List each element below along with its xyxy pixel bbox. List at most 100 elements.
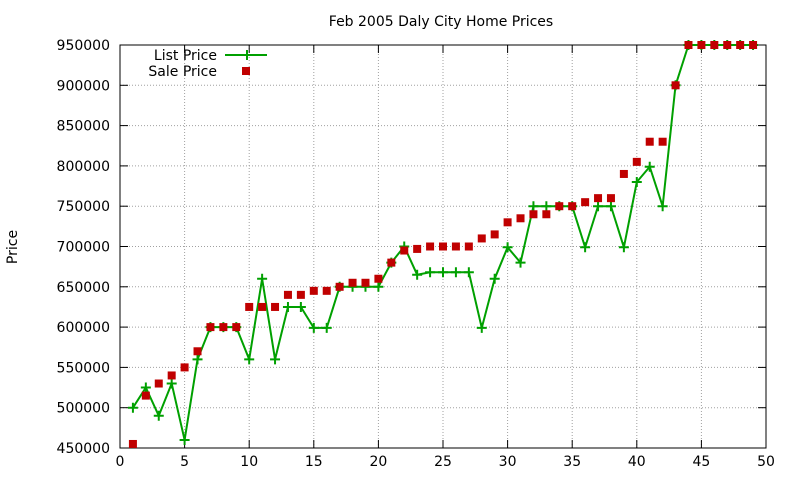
y-tick-label: 650000 [57,280,110,296]
y-tick-label: 450000 [57,441,110,457]
list-price-point [605,201,616,212]
list-price-point [644,161,655,172]
sale-price-point [167,371,176,380]
sale-price-point [658,137,667,146]
sale-price-point [464,242,473,251]
x-tick-label: 35 [563,454,581,470]
y-tick-label: 700000 [57,240,110,256]
list-price-point [179,434,190,445]
list-price-point [166,378,177,389]
list-price-point [657,201,668,212]
list-price-point [450,267,461,278]
sale-price-point [387,258,396,267]
list-price-point [192,354,203,365]
sale-price-point [581,198,590,207]
sale-price-point [374,274,383,283]
y-tick-label: 750000 [57,199,110,215]
list-price-point [425,267,436,278]
x-tick-label: 45 [692,454,710,470]
sale-price-point [283,290,292,299]
sale-price-point [516,214,525,223]
list-price-point [528,201,539,212]
sale-price-point [154,379,163,388]
sale-price-point [555,202,564,211]
x-tick-label: 50 [757,454,775,470]
list-price-point [308,322,319,333]
sale-price-point [723,41,732,49]
list-price-point [127,402,138,413]
legend-label-sale-price: Sale Price [148,64,217,80]
x-tick-label: 0 [116,454,125,470]
sale-price-point [180,363,189,372]
list-price-point [438,267,448,278]
sale-price-point [710,41,719,49]
sale-price-point [697,41,706,49]
list-price-point [489,273,500,284]
list-price-point [618,242,629,253]
sale-price-point [309,286,318,295]
sale-price-point [322,286,331,295]
chart-title: Feb 2005 Daly City Home Prices [329,14,553,30]
list-price-point [412,269,423,280]
list-price-point [270,354,281,365]
legend: List Price Sale Price [148,48,267,80]
y-tick-label: 950000 [57,38,110,54]
sale-price-point [232,323,241,332]
sale-price-point [684,41,693,49]
sale-price-point [141,391,150,400]
sale-price-point [451,242,460,251]
list-price-point [257,273,268,284]
list-price-point [140,382,151,393]
x-tick-label: 10 [240,454,258,470]
list-price-point [476,322,487,333]
x-tick-label: 30 [499,454,517,470]
list-price-point [373,281,384,292]
sale-price-point [503,218,512,227]
sale-price-point [426,242,435,251]
y-tick-label: 550000 [57,360,110,376]
legend-label-list-price: List Price [154,48,217,64]
sale-price-point [671,81,680,90]
sale-price-point [542,210,551,219]
y-tick-label: 900000 [57,78,110,94]
x-tick-label: 20 [369,454,387,470]
sale-price-point [619,169,628,178]
sale-price-point [568,202,577,211]
sale-price-point [645,137,654,146]
sale-price-point [219,323,228,332]
x-tick-label: 15 [305,454,323,470]
sale-price-point [400,246,409,255]
list-price-point [244,354,255,365]
list-price-point [580,242,591,253]
sale-price-point [206,323,215,332]
list-price-point [153,410,164,421]
axis-ticks: 0 5 10 15 20 25 30 35 40 45 50 450000 500000 550000 60… [57,38,775,470]
sale-price-point [258,302,267,311]
sale-price-point [749,41,758,49]
list-price-point [502,242,513,253]
list-price-point [295,301,306,312]
list-price-line [132,44,754,441]
x-tick-label: 40 [628,454,646,470]
sale-price-point [348,278,357,287]
sale-price-point [606,194,615,203]
y-tick-label: 800000 [57,159,110,175]
legend-marker-list-price [242,50,252,60]
sale-price-point [128,439,137,448]
series [127,40,759,448]
sale-price-point [296,290,305,299]
list-price-point [463,267,474,278]
y-tick-label: 850000 [57,119,110,135]
list-price-point [631,177,642,188]
sale-price-point [594,194,603,203]
y-tick-label: 500000 [57,401,110,417]
list-price-point [282,301,293,312]
list-price-point [541,201,552,212]
sale-price-point [193,347,202,356]
x-tick-label: 5 [180,454,189,470]
sale-price-point [490,230,499,239]
x-tick-label: 25 [434,454,452,470]
sale-price-point [736,41,745,49]
sale-price-point [632,157,641,166]
sale-price-point [477,234,486,243]
